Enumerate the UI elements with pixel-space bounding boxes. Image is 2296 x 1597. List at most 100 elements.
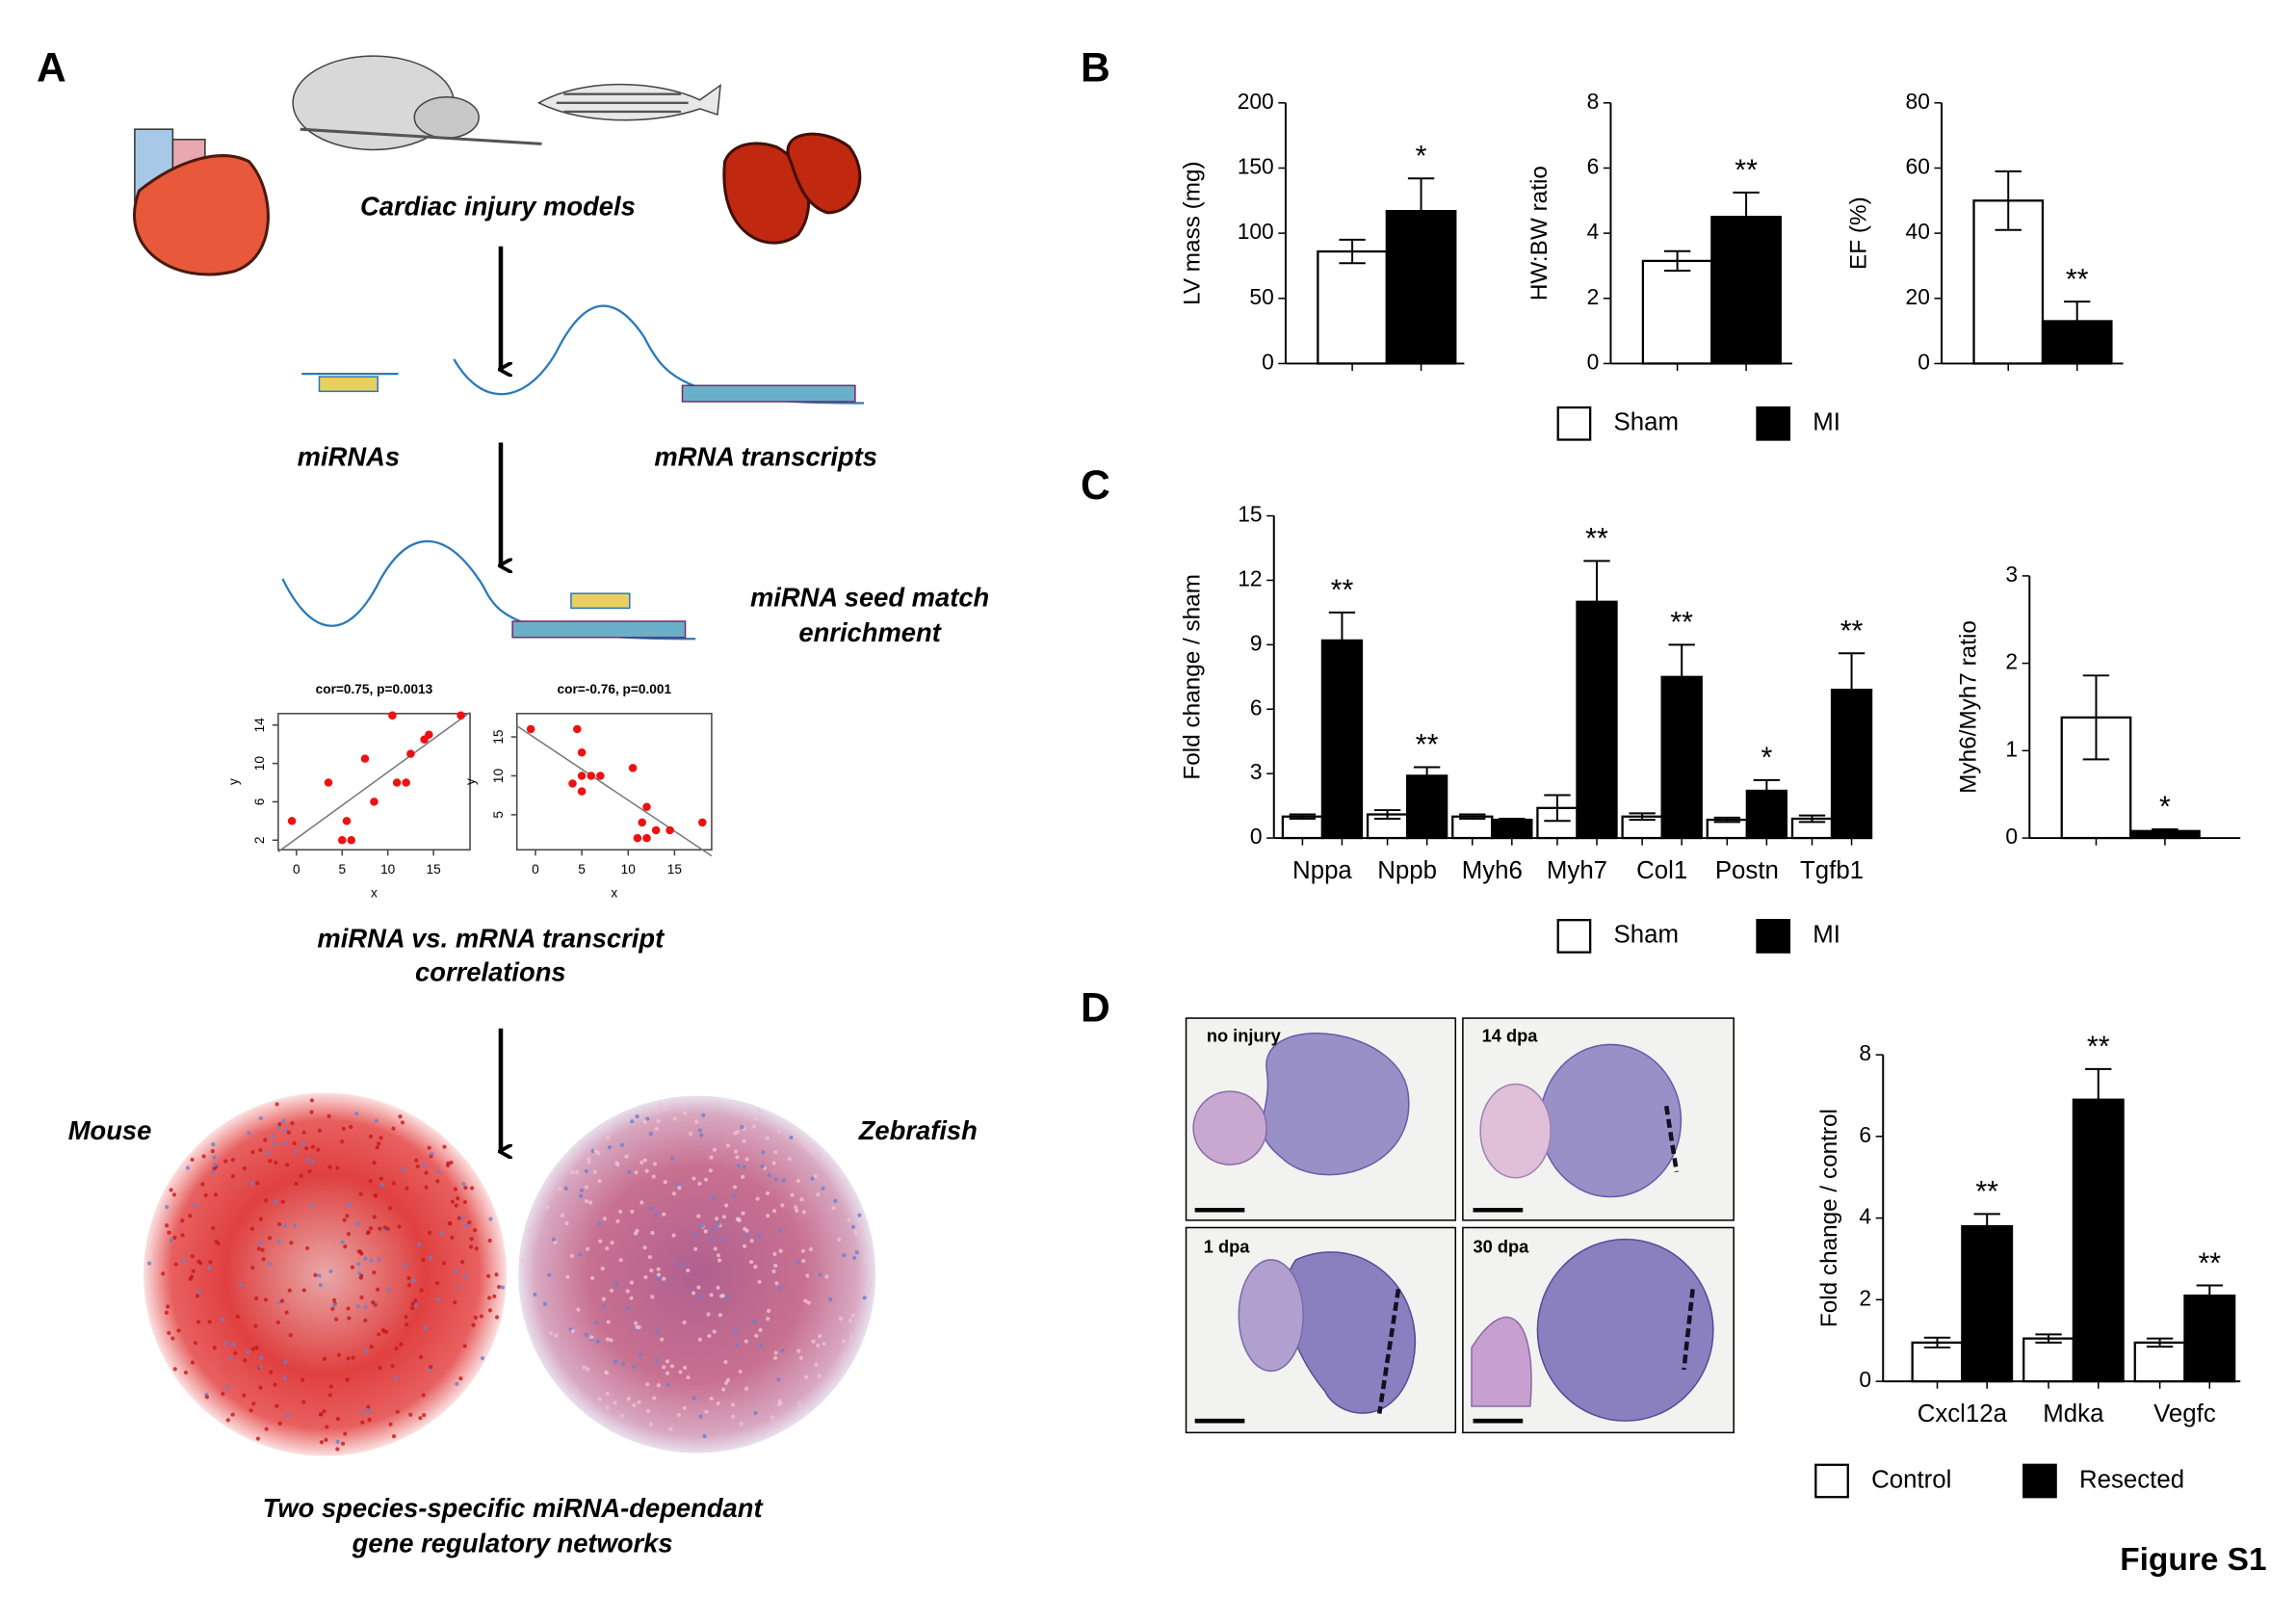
significance-label: ** [1735,154,1758,187]
network-node [249,1181,255,1186]
network-node [354,1112,359,1116]
network-node [213,1163,218,1167]
scatter-point [338,835,347,845]
mrna-strip [681,384,856,403]
network-node [273,1141,277,1146]
network-node [182,1258,187,1263]
y-tick-label: 0 [1587,349,1600,374]
network-node [316,1147,321,1152]
network-node [367,1417,372,1423]
network-node [584,1168,588,1174]
network-node [780,1348,785,1353]
network-node [607,1144,613,1150]
network-node [656,1118,661,1123]
network-node [500,1285,506,1290]
network-node [532,1318,536,1322]
network-node [551,1237,556,1242]
significance-label: ** [2198,1246,2221,1279]
network-node [545,1205,550,1210]
y-tick-label: 6 [252,798,267,806]
network-node [255,1436,261,1441]
heart-illustration [133,128,270,276]
network-node [671,1191,677,1196]
scatter-point [642,833,651,843]
scatter-point [370,798,378,806]
network-node [716,1401,720,1406]
network-node [626,1396,631,1401]
network-node [170,1336,175,1341]
network-node [554,1333,559,1338]
image-label: 1 dpa [1204,1237,1250,1257]
network-node [814,1362,819,1367]
network-node [435,1297,440,1302]
network-node [828,1296,833,1302]
y-tick-label: 20 [1906,284,1930,309]
network-node [630,1209,635,1215]
legend-label: MI [1813,922,1840,949]
network-node [707,1333,712,1339]
network-node [806,1147,811,1152]
bar [1281,815,1324,840]
network-node [662,1212,666,1217]
network-node [167,1330,171,1335]
network-node [346,1231,352,1237]
network-node [634,1170,639,1175]
legend-swatch [1756,919,1791,954]
network-node [250,1347,256,1351]
network-node [428,1365,433,1370]
error-bar [1838,652,1866,691]
network-node [230,1174,236,1179]
bar [1660,675,1703,840]
network-node [292,1223,298,1229]
network-node [772,1251,777,1256]
network-node [531,1225,535,1231]
network-node [300,1377,305,1382]
network-node [261,1257,266,1262]
network-node [717,1222,721,1227]
network-node [723,1203,729,1208]
network-node [459,1260,465,1265]
network-node [679,1262,684,1267]
network-node [634,1321,639,1325]
network-node [391,1433,397,1439]
network-node [220,1317,224,1322]
network-node [752,1320,757,1324]
network-node [427,1145,431,1150]
network-node [644,1168,649,1173]
network-node [716,1285,720,1291]
network-node [710,1236,716,1241]
network-node [277,1122,282,1127]
network-node [462,1199,467,1205]
scatter-point [633,833,642,843]
histology-image: 1 dpa [1185,1226,1457,1434]
network-node [395,1409,400,1414]
network-node [818,1334,822,1339]
network-node [787,1156,792,1162]
network-node [794,1134,798,1139]
network-node [850,1224,856,1229]
bar [1745,789,1788,840]
figure-label: Figure S1 [2120,1542,2266,1578]
network-node [340,1240,345,1244]
network-node [744,1233,748,1238]
network-node [281,1118,286,1124]
network-node [267,1262,272,1267]
network-node [645,1382,650,1387]
correlation-label: miRNA vs. mRNA transcript [317,924,665,954]
network-node [795,1208,799,1214]
bar [1320,639,1364,840]
error-bar [1713,816,1741,824]
network-node [423,1325,429,1330]
scatter-point [587,772,595,780]
zebrafish-network [518,1095,876,1453]
scatter-point [651,825,661,835]
network-node [358,1275,363,1280]
network-node [668,1427,673,1431]
error-bar [2035,1333,2062,1344]
network-node [336,1352,342,1357]
network-node [739,1421,744,1427]
x-tick-label: Col1 [1636,857,1687,884]
network-node [246,1349,250,1354]
network-node [488,1217,493,1221]
network-node [369,1258,374,1263]
